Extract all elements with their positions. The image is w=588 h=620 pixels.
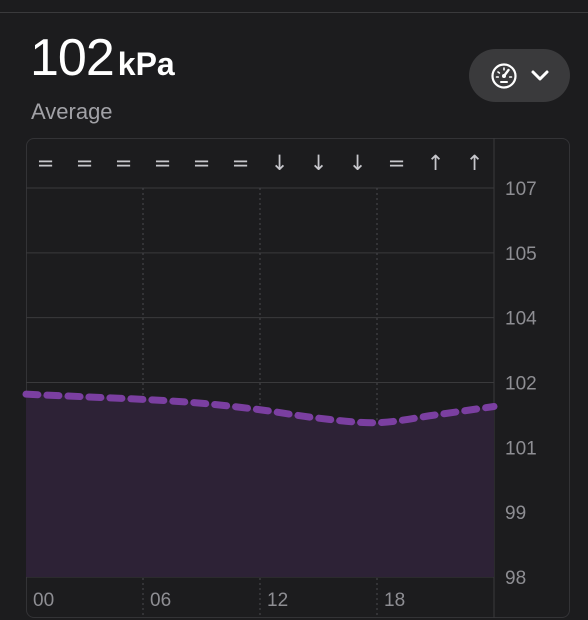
- y-tick-label: 104: [505, 309, 537, 330]
- trend-symbol: =: [115, 151, 133, 175]
- reading-caption: Average: [31, 99, 113, 124]
- trend-symbol: =: [154, 151, 172, 175]
- trend-symbol: =: [193, 151, 211, 175]
- x-tick-label: 06: [150, 590, 171, 611]
- trend-symbol: ↓: [271, 151, 289, 175]
- chevron-down-icon: [530, 69, 550, 83]
- pressure-value: 102: [30, 29, 115, 87]
- view-menu-button[interactable]: [469, 49, 570, 102]
- trend-symbol: =: [232, 151, 250, 175]
- pressure-line: [22, 390, 498, 427]
- pressure-reading: 102 kPa: [30, 28, 175, 88]
- trend-symbol: ↓: [310, 151, 328, 175]
- x-tick-label: 18: [384, 590, 405, 611]
- trend-symbol: ↑: [427, 151, 445, 175]
- y-tick-label: 101: [505, 438, 537, 459]
- top-divider: [0, 12, 588, 13]
- trend-symbol: =: [76, 151, 94, 175]
- y-tick-label: 105: [505, 244, 537, 265]
- y-tick-label: 107: [505, 179, 537, 200]
- pressure-area: [26, 394, 494, 577]
- y-tick-label: 102: [505, 374, 537, 395]
- pressure-unit: kPa: [117, 46, 175, 82]
- chart-frame: [26, 138, 570, 618]
- trend-symbol: ↓: [349, 151, 367, 175]
- y-tick-label: 98: [505, 568, 526, 589]
- trend-symbol: =: [388, 151, 406, 175]
- x-tick-label: 00: [33, 590, 54, 611]
- y-tick-label: 99: [505, 503, 526, 524]
- trend-symbol: ↑: [466, 151, 484, 175]
- x-tick-label: 12: [267, 590, 288, 611]
- trend-symbol: =: [37, 151, 55, 175]
- gauge-icon: [490, 62, 518, 90]
